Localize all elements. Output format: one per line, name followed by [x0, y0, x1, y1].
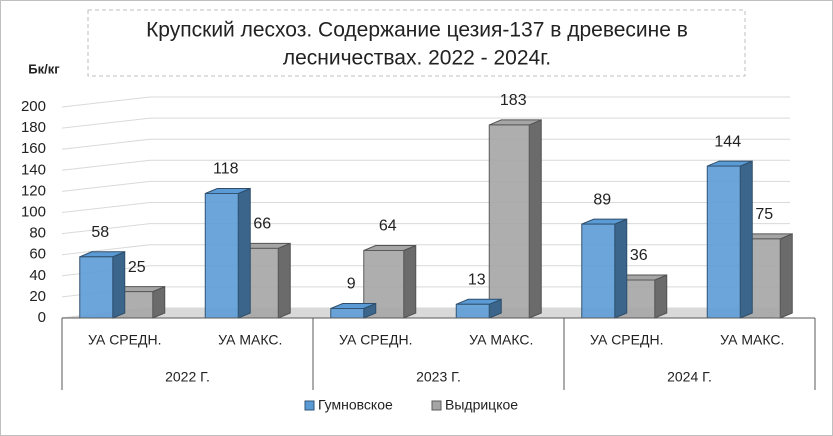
- grid-line: [61, 138, 790, 150]
- value-label: 25: [128, 259, 146, 276]
- x-tick-label: УА МАКС.: [218, 332, 282, 348]
- y-tick-label: 20: [29, 288, 46, 305]
- bar-side: [739, 160, 753, 319]
- chart-title: лесничествах. 2022 - 2024г.: [283, 47, 551, 70]
- x-tick-label: УА СРЕДН.: [590, 332, 663, 348]
- value-label: 9: [347, 276, 356, 293]
- grid-line: [61, 202, 790, 213]
- bar-side: [654, 274, 668, 319]
- legend-label: Гумновское: [318, 397, 393, 413]
- grid-line: [61, 117, 790, 129]
- legend-swatch: [304, 400, 315, 411]
- grid-line: [61, 180, 790, 192]
- x-tick-label: УА МАКС.: [469, 332, 533, 348]
- bar: [488, 124, 530, 319]
- bar-side: [614, 218, 628, 319]
- x-tick-label: УА МАКС.: [720, 332, 784, 348]
- bar: [79, 256, 114, 319]
- value-label: 58: [91, 224, 109, 241]
- title-box: [87, 9, 746, 77]
- value-label: 64: [379, 218, 397, 235]
- y-tick-label: 140: [21, 161, 46, 178]
- value-label: 89: [593, 191, 611, 208]
- grid-line: [61, 96, 790, 108]
- y-tick-label: 80: [29, 225, 46, 242]
- bar-side: [779, 233, 793, 319]
- value-label: 75: [755, 206, 773, 223]
- y-tick-label: 100: [21, 203, 46, 220]
- bar: [706, 165, 741, 319]
- y-tick-label: 180: [21, 119, 46, 136]
- y-axis-label: Бк/кг: [28, 61, 60, 76]
- bar-side: [403, 244, 417, 319]
- value-label: 36: [630, 247, 648, 264]
- value-label: 13: [468, 272, 486, 289]
- chart-title: Крупский лесхоз. Содержание цезия-137 в …: [146, 19, 688, 42]
- floor: [61, 307, 791, 319]
- x-tick-label: УА СРЕДН.: [88, 332, 161, 348]
- legend-swatch: [431, 400, 442, 411]
- y-tick-label: 60: [29, 246, 46, 263]
- value-label: 66: [253, 216, 271, 233]
- y-tick-label: 40: [29, 267, 46, 284]
- bar-side: [237, 187, 251, 319]
- y-tick-label: 200: [21, 98, 46, 115]
- grid-line: [61, 223, 790, 235]
- y-tick-label: 160: [21, 140, 46, 157]
- grid-line: [61, 244, 790, 256]
- bar-side: [277, 242, 291, 319]
- bar-side: [528, 119, 542, 319]
- value-label: 118: [213, 161, 239, 178]
- y-tick-label: 0: [38, 309, 46, 326]
- value-label: 183: [500, 92, 527, 109]
- group-label: 2023 Г.: [416, 369, 461, 385]
- x-tick-label: УА СРЕДН.: [339, 332, 412, 348]
- bar: [204, 193, 239, 319]
- group-label: 2024 Г.: [667, 369, 712, 385]
- group-label: 2022 Г.: [165, 369, 210, 385]
- bar: [330, 308, 365, 319]
- bar: [581, 223, 616, 319]
- bar: [455, 303, 490, 319]
- grid-line: [61, 159, 790, 171]
- legend-label: Выдрицкое: [445, 397, 518, 413]
- value-label: 144: [714, 133, 741, 150]
- bar-side: [112, 251, 126, 319]
- y-tick-label: 120: [21, 182, 46, 199]
